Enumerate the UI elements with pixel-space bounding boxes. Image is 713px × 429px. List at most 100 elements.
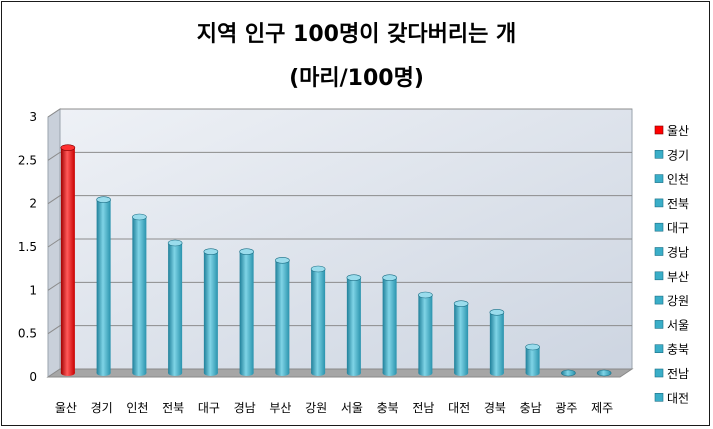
legend-item: 전북 [654, 197, 689, 211]
gridline [47, 325, 632, 335]
bar-body [382, 277, 397, 373]
bar-cap [96, 196, 111, 203]
bar-body [60, 147, 75, 373]
bar-body [489, 312, 504, 373]
bar-body [418, 295, 433, 373]
bar-cap [239, 248, 254, 255]
bar-부산 [275, 257, 290, 376]
x-tick-label: 부산 [269, 401, 291, 415]
bars [60, 144, 612, 377]
bar-경북 [489, 309, 505, 376]
bar-body [311, 269, 326, 373]
y-tick-label: 2 [29, 197, 37, 211]
chart-title: 지역 인구 100명이 갖다버리는 개 [196, 22, 517, 47]
legend-item: 인천 [654, 172, 689, 187]
gridline [47, 281, 632, 291]
bar-대구 [203, 248, 219, 376]
bar-울산 [60, 144, 76, 376]
legend-swatch [654, 320, 664, 329]
legend-item: 울산 [654, 124, 689, 138]
x-tick-label: 전남 [412, 401, 434, 415]
x-tick-label: 경남 [234, 401, 256, 415]
legend-item: 경기 [654, 148, 689, 162]
x-tick-label: 광주 [555, 401, 577, 415]
y-tick-label: 0 [29, 370, 37, 384]
x-tick-label: 대전 [448, 401, 470, 415]
bar-강원 [310, 265, 326, 376]
bar-base [418, 370, 433, 376]
y-axis: 0 0.5 1 1.5 2 2.5 3 [18, 110, 37, 384]
gridline [47, 151, 632, 161]
bar-제주 [596, 369, 612, 377]
bar-base [525, 370, 540, 376]
bar-전북 [167, 239, 183, 376]
gridline [47, 195, 632, 205]
x-axis: 울산 경기 인천 전북 대구 경남 부산 강원 서울 충북 전남 대전 경북 충남 광주 제주 [55, 400, 613, 415]
bar-cap [60, 144, 76, 151]
legend-label: 부산 [667, 270, 689, 284]
x-tick-label: 충남 [520, 401, 542, 415]
legend-item: 강원 [654, 294, 689, 308]
legend-item: 대전 [654, 391, 689, 405]
bar-cap [167, 239, 183, 247]
x-tick-label: 인천 [126, 400, 148, 415]
x-tick-label: 전북 [162, 401, 184, 415]
legend-label: 전북 [667, 197, 689, 211]
x-tick-label: 서울 [341, 401, 363, 415]
legend-label: 인천 [667, 172, 689, 187]
legend-swatch [654, 247, 664, 256]
bar-base [132, 370, 147, 376]
bar-body [96, 199, 111, 373]
bar-body [132, 217, 147, 373]
legend-swatch [654, 198, 664, 208]
bar-base [382, 370, 397, 376]
bar-인천 [132, 213, 147, 376]
bar-경기 [96, 196, 111, 376]
bar-body [525, 347, 540, 373]
x-tick-label: 경기 [91, 401, 113, 415]
x-tick-label: 충북 [377, 401, 399, 415]
bar-cap [310, 265, 326, 273]
bar-경남 [239, 248, 254, 376]
bar-body [275, 260, 290, 373]
legend-swatch [654, 125, 664, 135]
chart-subtitle: (마리/100명) [289, 66, 424, 91]
legend-item: 부산 [654, 270, 689, 284]
bar-body [239, 251, 254, 373]
y-tick-label: 3 [29, 110, 37, 124]
x-tick-label: 제주 [591, 401, 613, 415]
bar-cap [489, 309, 505, 316]
legend-label: 강원 [667, 294, 689, 308]
x-tick-label: 강원 [305, 401, 327, 415]
bar-body [454, 303, 469, 373]
legend-label: 충북 [667, 343, 689, 357]
legend-label: 경남 [667, 246, 689, 260]
legend-swatch [654, 392, 664, 402]
legend-label: 대전 [667, 391, 689, 405]
bar-cap [561, 369, 576, 377]
gridline [47, 238, 632, 248]
legend-swatch [654, 344, 664, 354]
legend-swatch [654, 174, 664, 183]
bar-충북 [382, 274, 397, 376]
bar-cap [346, 274, 362, 281]
bar-base [489, 370, 504, 376]
legend-item: 충북 [654, 343, 689, 357]
bar-서울 [346, 274, 362, 376]
y-tick-label: 2.5 [18, 153, 37, 167]
bar-body [168, 243, 183, 373]
bar-base [275, 370, 290, 376]
bar-body [346, 277, 361, 373]
gridlines [47, 108, 632, 335]
legend-label: 대구 [667, 221, 689, 235]
bar-cap [418, 291, 433, 299]
gridline [47, 108, 632, 118]
bar-cap [453, 300, 469, 307]
bar-base [239, 370, 254, 376]
x-tick-label: 경북 [484, 401, 506, 415]
bar-cap [132, 213, 147, 221]
bar-base [96, 370, 111, 376]
legend-swatch [654, 271, 664, 281]
